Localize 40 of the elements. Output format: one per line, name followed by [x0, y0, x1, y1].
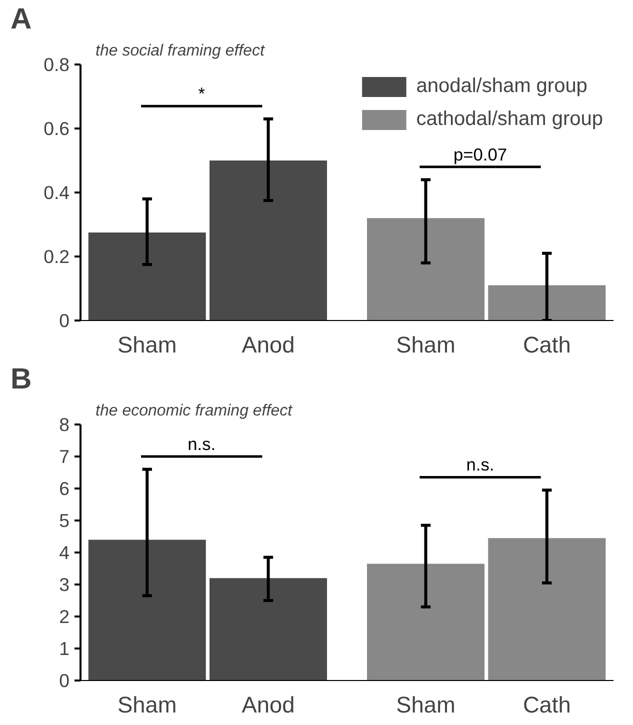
- bar: [488, 285, 606, 320]
- y-tick-label: 0: [59, 310, 70, 331]
- y-tick-label: 0.6: [44, 118, 70, 139]
- y-tick-label: 0: [59, 670, 70, 691]
- y-tick-label: 0.2: [44, 246, 70, 267]
- bar: [366, 564, 484, 680]
- bar: [88, 540, 206, 680]
- bar: [366, 218, 484, 320]
- legend-label: cathodal/sham group: [416, 108, 603, 131]
- y-tick-label: 8: [59, 414, 70, 435]
- bar: [210, 578, 328, 680]
- annotation: p=0.07: [454, 144, 507, 164]
- legend-label: anodal/sham group: [416, 75, 588, 98]
- bar: [488, 538, 606, 680]
- y-tick-label: 2: [59, 606, 70, 627]
- annotation: *: [198, 84, 206, 104]
- y-tick-label: 6: [59, 478, 70, 499]
- x-tick-label: Anod: [242, 692, 295, 718]
- y-tick-label: 7: [59, 446, 70, 467]
- x-tick-label: Anod: [242, 332, 295, 358]
- x-tick-label: Cath: [522, 692, 571, 718]
- y-tick-label: 4: [59, 542, 70, 563]
- y-tick-label: 5: [59, 510, 70, 531]
- chart-title: A: [10, 2, 32, 36]
- chart-subtitle: the social framing effect: [96, 42, 266, 60]
- annotation: n.s.: [466, 454, 494, 475]
- y-tick-label: 1: [59, 638, 70, 659]
- x-tick-label: Sham: [118, 692, 177, 718]
- chart-subtitle: the economic framing effect: [96, 402, 293, 420]
- x-tick-label: Sham: [396, 692, 456, 718]
- y-tick-label: 3: [59, 574, 70, 595]
- bar: [210, 160, 328, 320]
- x-tick-label: Cath: [522, 332, 571, 358]
- y-tick-label: 0.8: [44, 54, 70, 75]
- annotation: n.s.: [188, 434, 216, 454]
- y-tick-label: 0.4: [44, 182, 70, 203]
- chart-title: B: [10, 362, 32, 396]
- x-tick-label: Sham: [118, 332, 177, 358]
- x-tick-label: Sham: [396, 332, 456, 358]
- bar: [88, 232, 206, 320]
